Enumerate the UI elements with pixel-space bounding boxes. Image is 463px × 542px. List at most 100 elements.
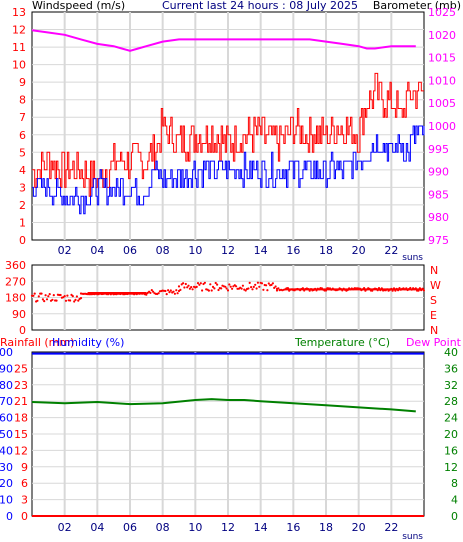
direction-point <box>262 288 265 291</box>
direction-point <box>184 282 187 286</box>
x-tick-label: 10 <box>188 521 202 534</box>
direction-point <box>254 283 257 286</box>
direction-point <box>225 287 228 290</box>
temperature-tick-label: 4 <box>451 494 458 507</box>
temperature-tick-label: 36 <box>444 362 458 375</box>
direction-point <box>77 299 80 302</box>
x-tick-label: 22 <box>384 244 398 257</box>
x-tick-label: 04 <box>90 521 104 534</box>
series-baro <box>31 29 416 52</box>
windspeed-tick-label: 12 <box>12 24 26 37</box>
direction-point <box>177 285 181 288</box>
rainfall-tick-label: 21 <box>14 395 28 408</box>
x-tick-label: 10 <box>188 244 202 257</box>
rainfall-tick-labels: 0 3 6 9 12 15 18 21 23 25 <box>14 362 28 523</box>
direction-point <box>43 300 46 303</box>
direction-point <box>66 294 69 297</box>
direction-point <box>203 281 206 284</box>
direction-points <box>30 281 425 303</box>
direction-point <box>241 284 244 287</box>
windspeed-tick-label: 7 <box>19 111 26 124</box>
direction-point <box>45 298 49 301</box>
compass-label: S <box>430 294 437 307</box>
windspeed-tick-label: 13 <box>12 6 26 19</box>
direction-point <box>69 299 72 302</box>
direction-point <box>251 288 254 291</box>
panel-wind-series <box>31 29 425 215</box>
humidity-tick-label: 70 <box>0 395 13 408</box>
direction-point <box>63 295 66 298</box>
direction-point <box>235 285 238 288</box>
direction-point <box>75 295 78 298</box>
rainfall-tick-label: 12 <box>14 444 28 457</box>
rainfall-tick-label: 9 <box>21 461 28 474</box>
windspeed-tick-label: 3 <box>19 181 26 194</box>
direction-point <box>275 289 279 292</box>
barometer-axis-title: Barometer (mb) <box>373 0 461 12</box>
direction-point <box>40 292 43 295</box>
rainfall-tick-label: 25 <box>14 362 28 375</box>
barometer-tick-label: 1025 <box>428 6 456 19</box>
windspeed-tick-label: 6 <box>19 129 26 142</box>
x-tick-label: 22 <box>384 521 398 534</box>
x-tick-label: 08 <box>156 244 170 257</box>
compass-label: E <box>430 309 437 322</box>
direction-degree-labels: 0 90 180 270 360 <box>5 259 26 337</box>
direction-point <box>270 283 273 286</box>
direction-point <box>258 285 261 288</box>
direction-point <box>73 300 76 303</box>
direction-point <box>186 286 189 289</box>
barometer-tick-labels: 975 980 985 990 995 1000 1005 1010 1015 1020 1025 <box>428 6 456 247</box>
windspeed-tick-label: 11 <box>12 41 26 54</box>
direction-point <box>52 294 55 297</box>
windspeed-tick-label: 8 <box>19 94 26 107</box>
direction-point <box>190 286 193 289</box>
rainfall-tick-label: 0 <box>21 510 28 523</box>
humidity-tick-label: 0 <box>6 510 13 523</box>
direction-point <box>267 282 270 285</box>
humidity-tick-label: 100 <box>0 346 13 359</box>
direction-point <box>255 287 258 290</box>
direction-tick-label: 360 <box>5 259 26 272</box>
direction-point <box>211 285 215 288</box>
direction-point <box>152 290 155 293</box>
direction-point <box>240 287 243 290</box>
humidity-tick-labels: 0 10 20 30 40 50 60 70 80 90 100 <box>0 346 13 523</box>
temperature-tick-label: 32 <box>444 379 458 392</box>
direction-point <box>182 282 185 285</box>
direction-point <box>37 295 40 298</box>
rainfall-axis-title: Rainfall (mm) <box>0 336 74 349</box>
direction-point <box>64 299 68 302</box>
rainfall-tick-label: 15 <box>14 428 28 441</box>
barometer-tick-label: 985 <box>428 188 449 201</box>
direction-point <box>145 293 148 296</box>
temperature-tick-label: 40 <box>444 346 458 359</box>
direction-point <box>188 287 191 290</box>
temperature-tick-label: 20 <box>444 428 458 441</box>
direction-point <box>44 294 47 297</box>
rainfall-tick-label: 3 <box>21 494 28 507</box>
direction-point <box>173 292 176 295</box>
direction-point <box>187 284 190 287</box>
temperature-axis-title: Temperature (°C) <box>294 336 390 349</box>
humidity-tick-label: 80 <box>0 379 13 392</box>
compass-label: N <box>430 264 438 277</box>
direction-point <box>277 287 280 290</box>
humidity-tick-label: 20 <box>0 477 13 490</box>
direction-point <box>191 288 194 291</box>
direction-point <box>55 299 58 302</box>
suns-label: suns <box>402 253 423 263</box>
direction-point <box>48 293 51 296</box>
humidity-tick-label: 10 <box>0 494 13 507</box>
direction-point <box>244 289 247 292</box>
humidity-tick-label: 40 <box>0 444 13 457</box>
barometer-tick-label: 975 <box>428 234 449 247</box>
barometer-tick-label: 1010 <box>428 74 456 87</box>
barometer-tick-label: 980 <box>428 211 449 224</box>
direction-point <box>231 287 234 290</box>
direction-point <box>266 289 269 292</box>
